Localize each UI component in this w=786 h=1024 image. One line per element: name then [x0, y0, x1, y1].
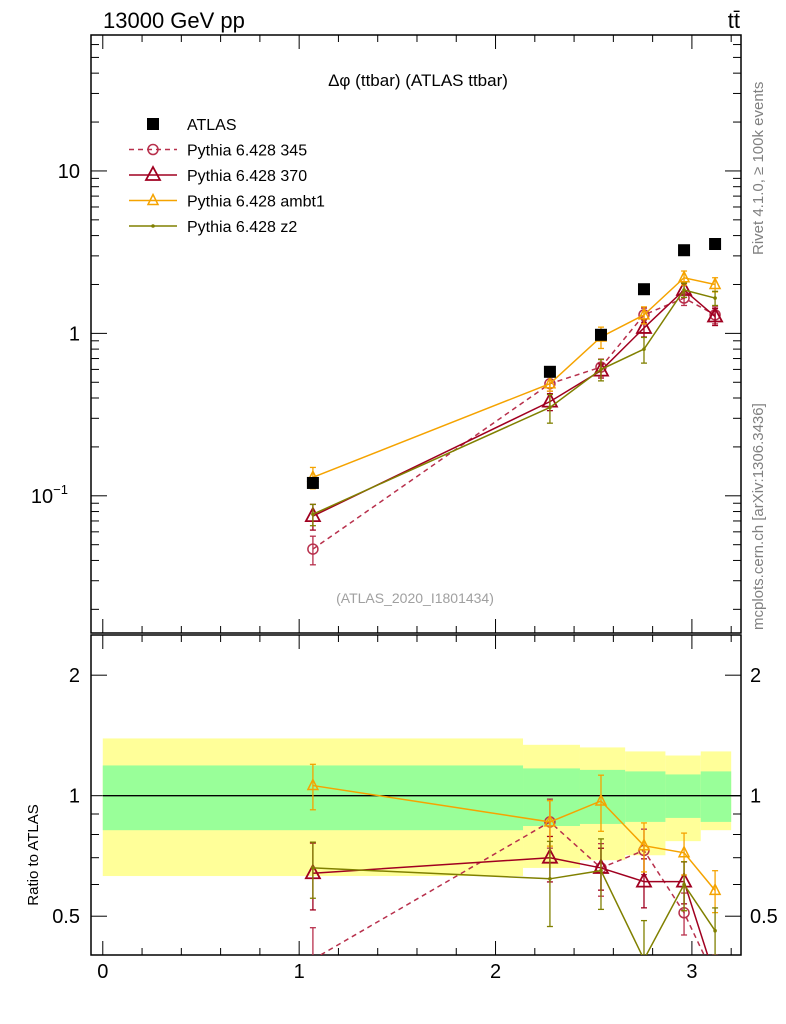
data-point-triangle — [146, 192, 160, 206]
legend-label: Pythia 6.428 370 — [187, 168, 307, 185]
ratio-ylabel: Ratio to ATLAS — [25, 804, 42, 905]
data-point-triangle — [637, 307, 651, 320]
plot-title: Δφ (ttbar) (ATLAS ttbar) — [328, 71, 508, 90]
data-point-circle — [147, 143, 159, 156]
data-point-dot — [151, 224, 155, 228]
data-point-dot — [682, 882, 686, 887]
legend-item: Pythia 6.428 z2 — [129, 219, 297, 236]
data-point-triangle — [677, 270, 691, 283]
energy-label: 13000 GeV pp — [103, 8, 245, 33]
legend-item: Pythia 6.428 345 — [129, 143, 307, 160]
y-tick-label-right: 0.5 — [750, 906, 778, 928]
series-line — [312, 288, 716, 517]
data-point-dot — [713, 928, 717, 933]
data-point-dot — [548, 877, 552, 881]
x-tick-label: 2 — [490, 961, 501, 983]
x-tick-label: 3 — [686, 961, 697, 983]
y-tick-label: 10−1 — [31, 482, 68, 508]
data-point-dot — [642, 347, 646, 351]
data-point-dot — [713, 296, 717, 300]
data-point-square — [543, 365, 556, 378]
y-tick-label: 1 — [69, 323, 80, 345]
data-point-dot — [311, 866, 315, 870]
plot-frame — [90, 634, 742, 956]
series-line — [312, 297, 716, 550]
series-line — [312, 289, 716, 515]
data-point-triangle — [708, 882, 722, 896]
data-point-square — [594, 328, 607, 341]
legend-label: Pythia 6.428 z2 — [187, 219, 297, 236]
data-point-dot — [599, 868, 603, 873]
data-point-triangle — [306, 777, 320, 791]
data-point-triangle — [543, 814, 557, 827]
data-point-triangle — [144, 165, 162, 181]
data-point-square — [678, 244, 691, 257]
data-point-triangle — [677, 845, 691, 858]
watermark: (ATLAS_2020_I1801434) — [336, 590, 494, 606]
side-label-rivet: Rivet 4.1.0, ≥ 100k events — [750, 82, 767, 255]
process-label: tt̄ — [728, 8, 740, 33]
data-point-dot — [311, 512, 315, 517]
data-point-dot — [599, 367, 603, 372]
x-tick-label: 0 — [97, 961, 108, 983]
legend-item: Pythia 6.428 ambt1 — [129, 192, 325, 211]
data-point-triangle — [706, 306, 724, 323]
legend-label: Pythia 6.428 345 — [187, 143, 307, 160]
y-tick-label: 0.5 — [52, 906, 80, 928]
data-point-triangle — [708, 276, 722, 290]
y-tick-label-right: 2 — [750, 665, 761, 687]
data-point-square — [709, 238, 722, 251]
y-tick-label: 10 — [58, 161, 80, 183]
data-point-dot — [548, 405, 552, 410]
data-point-dot — [682, 288, 686, 292]
legend-label: Pythia 6.428 ambt1 — [187, 194, 325, 211]
y-tick-label-right: 1 — [750, 786, 761, 808]
data-point-triangle — [635, 318, 653, 334]
series-line — [312, 276, 716, 478]
y-tick-label: 2 — [69, 665, 80, 687]
plot-frame — [90, 34, 742, 634]
side-label-mcplots: mcplots.cern.ch [arXiv:1306.3436] — [750, 403, 767, 630]
data-point-square — [306, 476, 319, 489]
data-point-square — [637, 283, 650, 296]
legend-item: ATLAS — [147, 117, 237, 134]
x-tick-label: 1 — [294, 961, 305, 983]
data-point-triangle — [637, 838, 651, 851]
data-point-triangle — [594, 793, 608, 806]
series-line — [312, 856, 709, 955]
series-line — [312, 867, 716, 955]
data-point-triangle — [635, 871, 653, 888]
series-line — [318, 820, 705, 955]
band-inner — [625, 771, 666, 822]
data-point-square — [147, 118, 159, 130]
y-tick-label: 1 — [69, 786, 80, 808]
legend-item: Pythia 6.428 370 — [129, 165, 307, 185]
data-point-circle — [307, 543, 319, 555]
data-point-triangle — [543, 376, 557, 389]
legend-label: ATLAS — [187, 117, 237, 134]
y-tick-exponent: −1 — [53, 482, 68, 497]
band-inner — [700, 771, 732, 822]
series-line — [312, 784, 716, 891]
